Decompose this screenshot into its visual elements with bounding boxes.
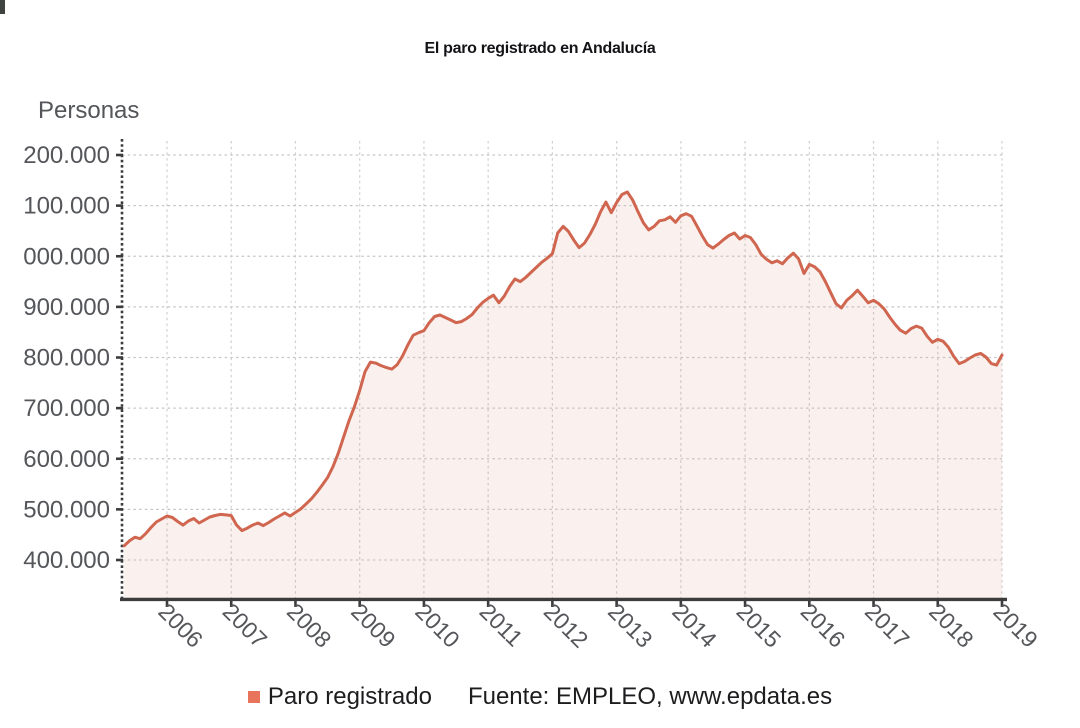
y-axis-label: 100.000 — [23, 193, 110, 220]
x-axis-label: 2018 — [924, 598, 979, 653]
chart-footer: Paro registrado Fuente: EMPLEO, www.epda… — [0, 683, 1080, 711]
x-axis-label: 2016 — [796, 598, 851, 653]
chart-title: El paro registrado en Andalucía — [424, 40, 656, 57]
y-axis-label: 700.000 — [23, 395, 110, 422]
legend-label: Paro registrado — [267, 683, 432, 710]
series-area-fill — [124, 192, 1002, 599]
y-axis-label: 800.000 — [23, 345, 110, 372]
y-axis-label: 000.000 — [23, 243, 110, 270]
x-axis-label: 2011 — [475, 598, 528, 651]
legend-item: Paro registrado — [247, 683, 432, 711]
x-axis-label: 2013 — [603, 598, 658, 653]
x-axis-label: 2009 — [346, 598, 401, 653]
series-line-paro-registrado — [122, 190, 1004, 548]
x-axis-label: 2015 — [732, 598, 787, 653]
x-axis-label: 2006 — [153, 598, 208, 653]
x-axis-label: 2007 — [218, 598, 273, 653]
legend-swatch — [247, 691, 260, 703]
y-axis-label: 500.000 — [23, 496, 110, 523]
x-axis-label: 2010 — [410, 598, 465, 653]
x-axis-label: 2019 — [988, 598, 1043, 653]
source-text: Fuente: EMPLEO, www.epdata.es — [467, 683, 833, 710]
x-axis-label: 2014 — [667, 598, 722, 653]
y-axis-label: 400.000 — [23, 547, 110, 574]
y-axis-label: 200.000 — [23, 142, 110, 169]
y-axis-title: Personas — [38, 97, 140, 124]
x-axis-label: 2017 — [860, 598, 915, 653]
screen-corner-artifact — [0, 0, 5, 14]
y-axis-label: 900.000 — [23, 294, 110, 321]
x-axis-label: 2012 — [539, 598, 594, 653]
x-axis-label: 2008 — [282, 598, 337, 653]
y-axis-label: 600.000 — [23, 446, 110, 473]
